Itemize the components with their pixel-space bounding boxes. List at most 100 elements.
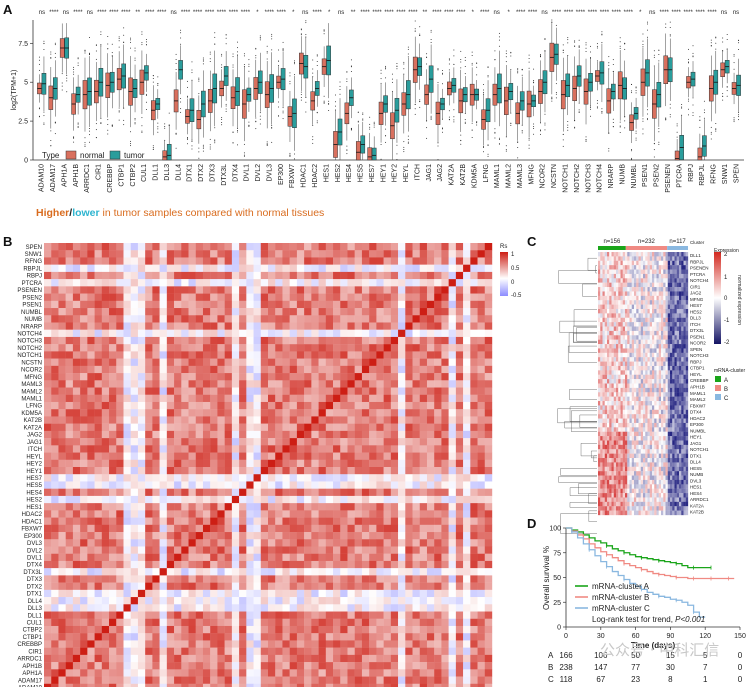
corr-cell [318,539,327,547]
corr-cell [51,387,59,395]
corr-cell [484,633,493,641]
corr-cell [210,394,218,403]
corr-cell [224,308,233,316]
corr-cell [289,495,298,504]
normal-outlier [391,73,393,75]
corr-cell [87,250,95,258]
corr-cell [304,293,312,302]
corr-cell [260,344,269,352]
significance-label: **** [73,10,83,16]
corr-cell [361,358,370,367]
corr-cell [426,423,435,432]
corr-cell [145,618,153,627]
corr-cell [448,524,457,533]
corr-cell [159,503,168,511]
corr-cell [260,618,269,627]
corr-cell [231,611,240,619]
corr-cell [282,560,290,569]
corr-cell [318,589,327,598]
corr-cell [448,373,457,381]
corr-cell [470,524,478,533]
corr-cell [58,582,66,591]
corr-cell [354,271,363,280]
corr-cell [304,546,312,554]
corr-cell [130,286,139,294]
corr-cell [210,279,218,287]
corr-cell [448,553,457,562]
corr-cell [65,611,74,619]
tumor-outlier [590,56,592,58]
corr-cell [58,438,66,446]
corr-cell [268,308,276,316]
corr-cell [289,264,298,273]
corr-cell [419,401,428,410]
corr-cell [195,575,204,583]
corr-cell [434,474,442,482]
corr-cell [224,351,233,359]
corr-cell [463,481,471,489]
corr-cell [289,553,298,562]
corr-cell [260,597,269,605]
tumor-outlier [316,111,318,113]
corr-cell [246,575,254,583]
corr-cell [463,503,471,511]
corr-cell [477,647,485,656]
corr-cell [116,358,124,367]
corr-cell [123,532,131,540]
corr-cell [390,322,399,330]
corr-cell [361,459,370,468]
corr-cell [282,481,290,489]
tumor-outlier [282,112,284,114]
corr-cell [58,430,66,439]
normal-outlier [130,41,132,43]
corr-cell [166,300,175,309]
corr-cell [109,409,117,417]
corr-cell [181,293,189,302]
corr-cell [246,401,254,410]
corr-cell [246,243,254,251]
corr-cell [217,582,225,591]
corr-cell [304,597,312,605]
corr-cell [152,524,160,533]
corr-cell [405,243,413,251]
corr-cell [145,387,153,395]
corr-cell [340,423,348,432]
corr-cell [253,387,261,395]
corr-cell [188,271,196,280]
corr-cell [210,604,218,612]
corr-cell [123,568,131,576]
corr-cell [354,647,363,656]
corr-cell [282,488,290,497]
corr-cell [340,532,348,540]
corr-cell [116,495,124,504]
corr-cell [202,401,211,410]
corr-cell [246,387,254,395]
corr-cell [231,293,240,302]
tumor-outlier [248,121,250,123]
tumor-outlier [703,100,705,102]
corr-cell [58,358,66,367]
corr-cell [354,532,363,540]
tumor-outlier [248,63,250,65]
corr-cell [224,250,233,258]
corr-cell [361,409,370,417]
corr-cell [390,358,399,367]
corr-cell [87,336,95,345]
corr-cell [441,647,449,656]
corr-cell [188,611,196,619]
corr-cell [188,539,196,547]
corr-cell [419,286,428,294]
corr-cell [354,618,363,627]
corr-cell [325,351,334,359]
tumor-outlier [658,49,660,51]
tumor-outlier [202,59,204,61]
corr-cell [340,495,348,504]
corr-cell [282,293,290,302]
corr-cell [361,430,370,439]
normal-outlier [414,30,416,32]
corr-cell [87,481,95,489]
corr-cell [354,293,363,302]
corr-cell [174,532,182,540]
corr-cell [311,373,319,381]
corr-cell [412,597,420,605]
